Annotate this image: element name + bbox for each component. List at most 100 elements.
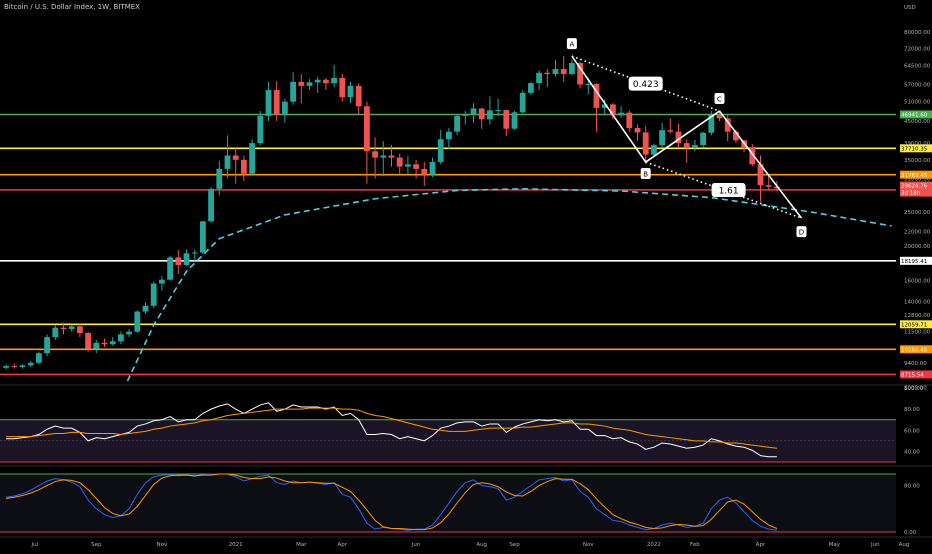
last-price-tag [900,181,932,197]
candle-body [692,145,698,148]
candle-body [577,63,583,85]
rsi-ma-line [6,407,777,449]
candle-body [249,143,255,174]
candle-body [667,130,674,132]
pattern-point-badge [714,93,725,105]
candle-body [27,362,34,366]
pattern-leg [718,110,803,219]
candle-body [183,253,190,266]
candle-body [757,164,764,186]
pattern-ratio-line [571,55,720,112]
x-tick-label: Jun [411,542,421,548]
candle-body [560,69,567,75]
y-tick-label: 51000.00 [904,100,931,106]
pattern-point-label: A [570,41,575,49]
candle-body [142,305,149,312]
candle-body [109,341,116,345]
level-price-label: 10258.45 [901,347,928,353]
candle-body [700,132,706,146]
candle-body [52,327,59,338]
candle-body [569,63,575,75]
pattern-point-label: B [643,171,648,179]
level-price-tag [900,345,932,354]
candle-body [601,104,608,108]
candle-body [257,115,264,144]
level-price-tag [900,144,932,153]
x-tick-label: 2021 [229,542,243,548]
y-tick-label: 31000.00 [904,177,931,183]
x-tick-label: May [829,542,841,548]
rsi-tick-label: 100.00 [904,386,924,392]
candle-body [593,83,600,108]
candle-body [19,365,26,367]
candle-body [134,311,141,332]
candle-body [749,147,756,165]
level-price-tag [900,320,932,329]
y-tick-label: 72000.00 [904,46,931,52]
x-tick-label: Aug [899,542,910,548]
candle-body [364,106,370,152]
y-tick-label: 12800.00 [904,313,931,319]
y-tick-label: 9400.00 [904,361,927,367]
rsi-tick-label: 40.00 [904,449,920,455]
y-tick-label: 20000.00 [904,244,931,250]
y-tick-label: 11500.00 [904,330,931,336]
pattern-ratio-badge [628,76,663,91]
candle-body [347,85,354,98]
stoch-tick-label: 0.00 [904,530,917,536]
candle-body [642,132,649,155]
candle-body [544,72,551,75]
candle-body [446,131,452,140]
candle-body [36,353,42,363]
rsi-tick-label: 60.00 [904,428,920,434]
candle-body [3,366,9,368]
candle-body [437,139,444,163]
candle-body [159,279,165,284]
candle-body [118,334,124,342]
candle-body [200,221,206,253]
curved-support-dashed-line [126,188,892,382]
candle-body [774,186,780,189]
candle-body [273,90,280,115]
candle-body [208,188,214,222]
x-tick-label: Aug [476,542,487,548]
y-tick-label: 14000.00 [904,299,931,305]
candle-body [765,185,772,187]
x-tick-label: Feb [690,542,700,548]
candle-body [708,114,715,133]
candle-body [487,110,493,120]
y-tick-label: 45000.00 [904,119,931,125]
level-price-label: 31782.45 [901,173,928,179]
rsi-tick-label: 80.00 [904,407,920,413]
candle-body [519,92,526,113]
candle-body [306,82,313,86]
level-price-label: 18195.41 [901,259,927,265]
candle-body [93,342,100,349]
stoch-d-line [6,473,778,531]
candle-body [413,164,419,169]
y-tick-label: 39000.00 [904,141,931,147]
candle-body [167,257,173,280]
candle-body [552,69,559,75]
candle-body [478,108,485,120]
candle-body [462,114,469,116]
pattern-ratio-badge [711,183,746,198]
pattern-point-badge [796,226,807,238]
candle-body [331,77,337,84]
y-tick-label: 80000.00 [904,30,931,36]
candle-body [355,85,362,107]
candle-body [421,168,428,175]
candle-body [11,366,18,368]
x-tick-label: 2022 [647,542,661,548]
last-price-label: 29624.76 [901,184,928,190]
candle-body [503,110,510,129]
pattern-ratio-label: 0.423 [633,80,659,90]
candle-body [265,90,272,116]
pattern-point-badge [566,38,577,50]
y-tick-label: 64500.00 [904,63,931,69]
candle-body [126,331,132,335]
y-tick-label: 35000.00 [904,158,931,164]
level-price-tag [900,256,932,265]
